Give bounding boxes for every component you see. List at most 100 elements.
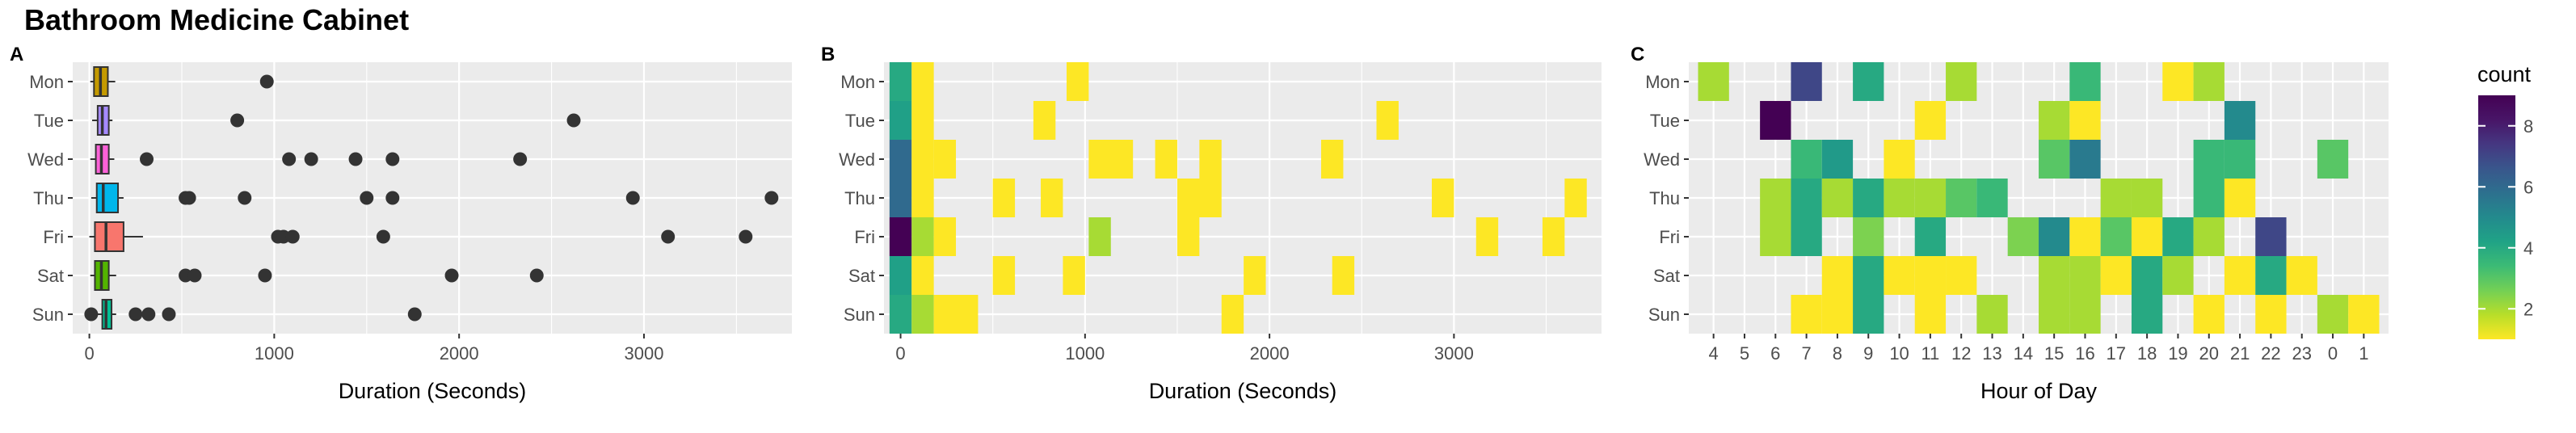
x-tick-label: 23 — [2292, 343, 2311, 364]
x-tick-label: 15 — [2044, 343, 2064, 364]
heatmap-cell — [992, 256, 1016, 295]
heatmap-cell — [2193, 295, 2225, 334]
outlier-point — [259, 74, 274, 89]
heatmap-cell — [1033, 101, 1056, 140]
heatmap-cell — [1946, 62, 1977, 101]
heatmap-cell — [911, 217, 934, 256]
heatmap-cell — [2193, 217, 2225, 256]
heatmap-cell — [2069, 256, 2101, 295]
outlier-point — [230, 113, 245, 128]
x-tick-label: 7 — [1801, 343, 1811, 364]
panel-a: A Mon Tue Wed Thu Fri Sat Sun 0 1000 2000 3000 Durat… — [10, 44, 792, 403]
heatmap-cell — [2100, 256, 2132, 295]
color-legend: count 2 4 6 8 — [2477, 62, 2533, 339]
outlier-point — [258, 268, 272, 283]
heatmap-cell — [2039, 140, 2070, 179]
heatmap-cell — [1791, 179, 1822, 217]
heatmap-cell — [1884, 179, 1915, 217]
outlier-point — [282, 152, 297, 166]
x-tick-label: 9 — [1863, 343, 1873, 364]
y-tick-label-tue: Tue — [34, 111, 64, 131]
heatmap-cell — [2255, 256, 2287, 295]
x-axis-title-b: Duration (Seconds) — [1149, 379, 1337, 403]
heatmap-cell — [1791, 62, 1822, 101]
heatmap-cell — [911, 140, 934, 179]
y-tick-label-wed: Wed — [839, 149, 875, 170]
outlier-point — [140, 152, 154, 166]
heatmap-cell — [1946, 256, 1977, 295]
heatmap-cell — [911, 295, 934, 334]
x-tick-label: 14 — [2014, 343, 2033, 364]
heatmap-cell — [1176, 217, 1200, 256]
y-tick-label-mon: Mon — [29, 72, 64, 92]
heatmap-cell — [1946, 179, 1977, 217]
outlier-point — [385, 152, 400, 166]
heatmap-cell — [1791, 140, 1822, 179]
heatmap-cell — [889, 140, 912, 179]
x-tick-label: 2000 — [1250, 343, 1290, 364]
heatmap-cell — [2162, 256, 2194, 295]
heatmap-cell — [1791, 217, 1822, 256]
heatmap-cell — [1199, 140, 1222, 179]
y-tick-label-sat: Sat — [848, 266, 875, 286]
x-tick-label: 3000 — [1434, 343, 1474, 364]
legend-tick-label: 2 — [2523, 299, 2533, 319]
box-thu — [95, 183, 120, 213]
x-axis-title-a: Duration (Seconds) — [339, 379, 527, 403]
y-tick-label-sat: Sat — [37, 266, 64, 286]
heatmap-cell — [1821, 295, 1854, 334]
heatmap-cell — [1914, 101, 1947, 140]
heatmap-cell — [1853, 295, 1884, 334]
y-tick-label-fri: Fri — [854, 227, 875, 247]
x-axis-title-c: Hour of Day — [1980, 379, 2098, 403]
outlier-point — [128, 307, 143, 322]
x-tick-label: 19 — [2168, 343, 2187, 364]
heatmap-cell — [1821, 256, 1854, 295]
heatmap-cell — [1884, 256, 1915, 295]
heatmap-cell — [2224, 101, 2256, 140]
heatmap-cell — [2039, 101, 2070, 140]
heatmap-cell — [2039, 256, 2070, 295]
heatmap-cell — [2317, 140, 2349, 179]
heatmap-cell — [1698, 62, 1729, 101]
outlier-point — [444, 268, 459, 283]
heatmap-cell — [2039, 217, 2070, 256]
y-tick-label-sun: Sun — [32, 305, 64, 325]
heatmap-cell — [889, 217, 912, 256]
panel-label-c: C — [1631, 44, 1644, 65]
heatmap-cell — [2193, 179, 2225, 217]
heatmap-cell — [2224, 140, 2256, 179]
x-tick-label: 2000 — [440, 343, 479, 364]
x-tick-label: 0 — [895, 343, 905, 364]
heatmap-cell — [1821, 179, 1854, 217]
y-tick-label-sun: Sun — [844, 305, 875, 325]
x-tick-label: 10 — [1889, 343, 1909, 364]
heatmap-cell — [2069, 217, 2101, 256]
heatmap-cell — [2069, 140, 2101, 179]
y-tick-label-thu: Thu — [33, 188, 64, 208]
x-tick-label: 8 — [1833, 343, 1842, 364]
box-fri — [94, 221, 124, 252]
x-tick-label: 3000 — [624, 343, 663, 364]
heatmap-cell — [1914, 179, 1947, 217]
heatmap-cell — [889, 62, 912, 101]
x-tick-label: 5 — [1740, 343, 1749, 364]
outlier-point — [625, 191, 640, 205]
heatmap-cell — [1041, 179, 1063, 217]
x-tick-label: 18 — [2137, 343, 2157, 364]
outlier-point — [348, 152, 363, 166]
heatmap-cell — [911, 179, 934, 217]
heatmap-cell — [933, 295, 979, 334]
heatmap-cell — [2162, 62, 2194, 101]
x-tick-label: 13 — [1982, 343, 2001, 364]
heatmap-cell — [2224, 256, 2256, 295]
outlier-point — [407, 307, 422, 322]
heatmap-cell — [2131, 256, 2163, 295]
heatmap-cell — [1066, 62, 1089, 101]
panel-label-a: A — [10, 44, 23, 65]
heatmap-cell — [2224, 179, 2256, 217]
outlier-point — [304, 152, 318, 166]
y-tick-label-fri: Fri — [43, 227, 64, 247]
